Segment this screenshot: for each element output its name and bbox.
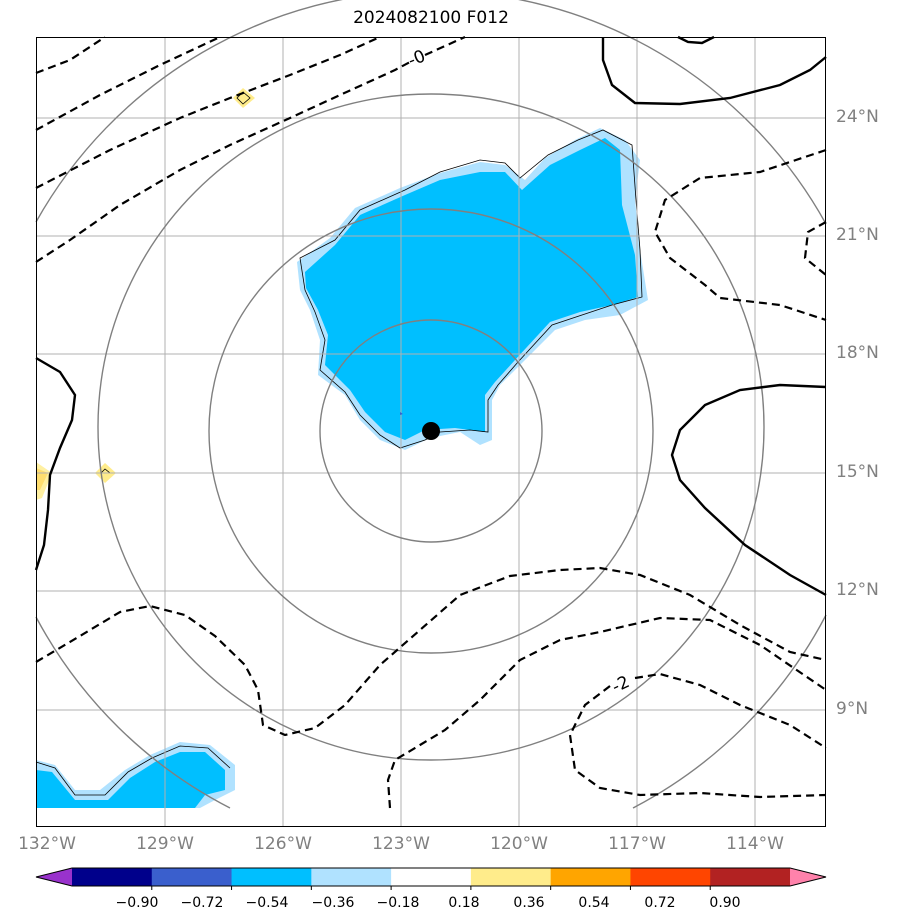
colorbar-segment xyxy=(72,868,153,886)
colorbar-tick-label: 0.54 xyxy=(578,895,610,911)
solid-contour-ne xyxy=(601,37,827,106)
dashed-contour-nw-2 xyxy=(35,36,221,131)
lat-label-21: 21°N xyxy=(836,225,879,245)
gridlines xyxy=(36,37,826,827)
colorbar-tick-label: −0.54 xyxy=(245,895,289,911)
range-ring-4 xyxy=(35,0,827,225)
lon-label-114: 114°W xyxy=(726,834,784,854)
lat-label-12: 12°N xyxy=(836,580,879,600)
shaded-core-sw xyxy=(36,752,225,808)
range-ring-4-right xyxy=(632,614,827,809)
small-vector xyxy=(400,412,403,415)
dashed-contour-ne xyxy=(653,148,827,322)
solid-contours xyxy=(34,35,827,597)
dashed-contour-2 xyxy=(386,616,827,809)
map-frame xyxy=(36,37,826,827)
storm-center-marker xyxy=(422,422,440,440)
colorbar-tick-label: −0.36 xyxy=(311,895,355,911)
range-rings xyxy=(35,0,827,809)
colorbar-segment xyxy=(231,868,312,886)
colorbar-segment xyxy=(311,868,392,886)
colorbar xyxy=(35,867,827,890)
colorbar-tick-label: 0.18 xyxy=(448,895,480,911)
shaded-yellow-1 xyxy=(233,88,255,108)
range-ring-2 xyxy=(208,208,654,654)
dashed-contour-south xyxy=(35,566,827,737)
dashed-contours xyxy=(35,35,827,809)
plot-title: 2024082100 F012 xyxy=(353,8,509,28)
dashed-contour-nw-3 xyxy=(35,35,381,189)
colorbar-tick-label: −0.90 xyxy=(115,895,159,911)
lon-label-126: 126°W xyxy=(254,834,312,854)
solid-contour-west xyxy=(34,356,77,571)
solid-contour-ne-small xyxy=(677,35,715,45)
lon-label-123: 123°W xyxy=(372,834,430,854)
dashed-contour-0 xyxy=(35,35,466,263)
lon-label-132: 132°W xyxy=(18,834,76,854)
colorbar-tick-label: 0.36 xyxy=(513,895,545,911)
shaded-yellow-edge xyxy=(36,462,52,500)
solid-contour-east xyxy=(670,383,827,597)
lon-label-120: 120°W xyxy=(490,834,548,854)
colorbar-segment xyxy=(630,868,711,886)
colorbar-tick-label: −0.18 xyxy=(376,895,420,911)
contour-label-0: -0 xyxy=(405,46,428,71)
colorbar-outline xyxy=(35,867,827,887)
colorbar-extend-low xyxy=(36,868,72,886)
colorbar-tick-label: 0.90 xyxy=(709,895,741,911)
dashed-contour-2b xyxy=(568,685,827,799)
colorbar-segment xyxy=(710,868,791,886)
colorbar-extend-high xyxy=(790,868,826,886)
dashed-contour-e-small xyxy=(803,221,827,276)
colorbar-tick-label: −0.72 xyxy=(180,895,224,911)
lat-label-18: 18°N xyxy=(836,343,879,363)
dashed-contour-2c xyxy=(634,672,827,749)
colorbar-segment xyxy=(550,868,631,886)
colorbar-segment xyxy=(391,868,472,886)
contour-label-2: -2 xyxy=(609,672,633,697)
colorbar-segment xyxy=(151,868,233,886)
range-ring-4-left xyxy=(35,616,231,809)
range-ring-3 xyxy=(97,93,765,761)
lat-label-15: 15°N xyxy=(836,462,879,482)
range-ring-1 xyxy=(319,319,543,543)
colorbar-segment xyxy=(470,868,552,886)
lat-label-24: 24°N xyxy=(836,107,879,127)
colorbar-tick-label: 0.72 xyxy=(644,895,676,911)
thin-contour-main xyxy=(299,129,643,449)
lon-label-129: 129°W xyxy=(136,834,194,854)
lon-label-117: 117°W xyxy=(608,834,666,854)
thin-contour-sw xyxy=(35,745,231,796)
lat-label-9: 9°N xyxy=(836,699,869,719)
